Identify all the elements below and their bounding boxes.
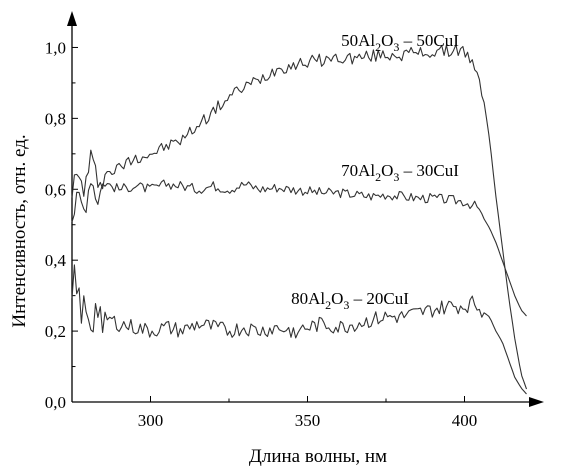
label-text: O [381, 31, 393, 50]
series-label-1: 50Al2O3 – 50CuI [341, 31, 459, 54]
label-text: 70 [341, 161, 358, 180]
label-text: Al [358, 161, 375, 180]
label-subscript: 2 [375, 170, 381, 184]
x-axis-title: Длина волны, нм [249, 446, 387, 467]
y-tick-label: 0,8 [45, 109, 66, 128]
label-text: – 50CuI [399, 31, 459, 50]
label-subscript: 2 [325, 298, 331, 312]
label-subscript: 2 [375, 40, 381, 54]
label-subscript: 3 [393, 170, 399, 184]
axes [67, 11, 544, 407]
x-axis-arrow [529, 397, 544, 407]
y-axis-ticks: 0,0 0,2 0,4 0,6 0,8 1,0 [45, 38, 78, 412]
label-text: 80 [291, 289, 308, 308]
y-tick-label: 1,0 [45, 38, 66, 57]
label-text: O [331, 289, 343, 308]
label-text: O [381, 161, 393, 180]
label-text: 50 [341, 31, 358, 50]
y-tick-label: 0,2 [45, 322, 66, 341]
x-tick-label: 400 [452, 411, 478, 430]
series-lines [71, 44, 528, 395]
y-axis-title: Интенсивность, отн. ед. [9, 134, 30, 327]
series-line-3 [71, 264, 527, 395]
x-axis-ticks: 300 350 400 [71, 396, 478, 430]
y-tick-label: 0,0 [45, 393, 66, 412]
label-subscript: 3 [393, 40, 399, 54]
series-label-3: 80Al2O3 – 20CuI [291, 289, 409, 312]
label-text: – 30CuI [399, 161, 459, 180]
series-line-1 [71, 44, 528, 390]
x-tick-label: 350 [295, 411, 321, 430]
label-subscript: 3 [343, 298, 349, 312]
x-tick-label: 300 [138, 411, 164, 430]
label-text: Al [358, 31, 375, 50]
label-text: Al [308, 289, 325, 308]
y-tick-label: 0,6 [45, 180, 66, 199]
label-text: – 20CuI [349, 289, 409, 308]
y-axis-arrow [67, 11, 77, 26]
y-tick-label: 0,4 [45, 251, 67, 270]
series-line-2 [71, 179, 527, 317]
series-label-2: 70Al2O3 – 30CuI [341, 161, 459, 184]
